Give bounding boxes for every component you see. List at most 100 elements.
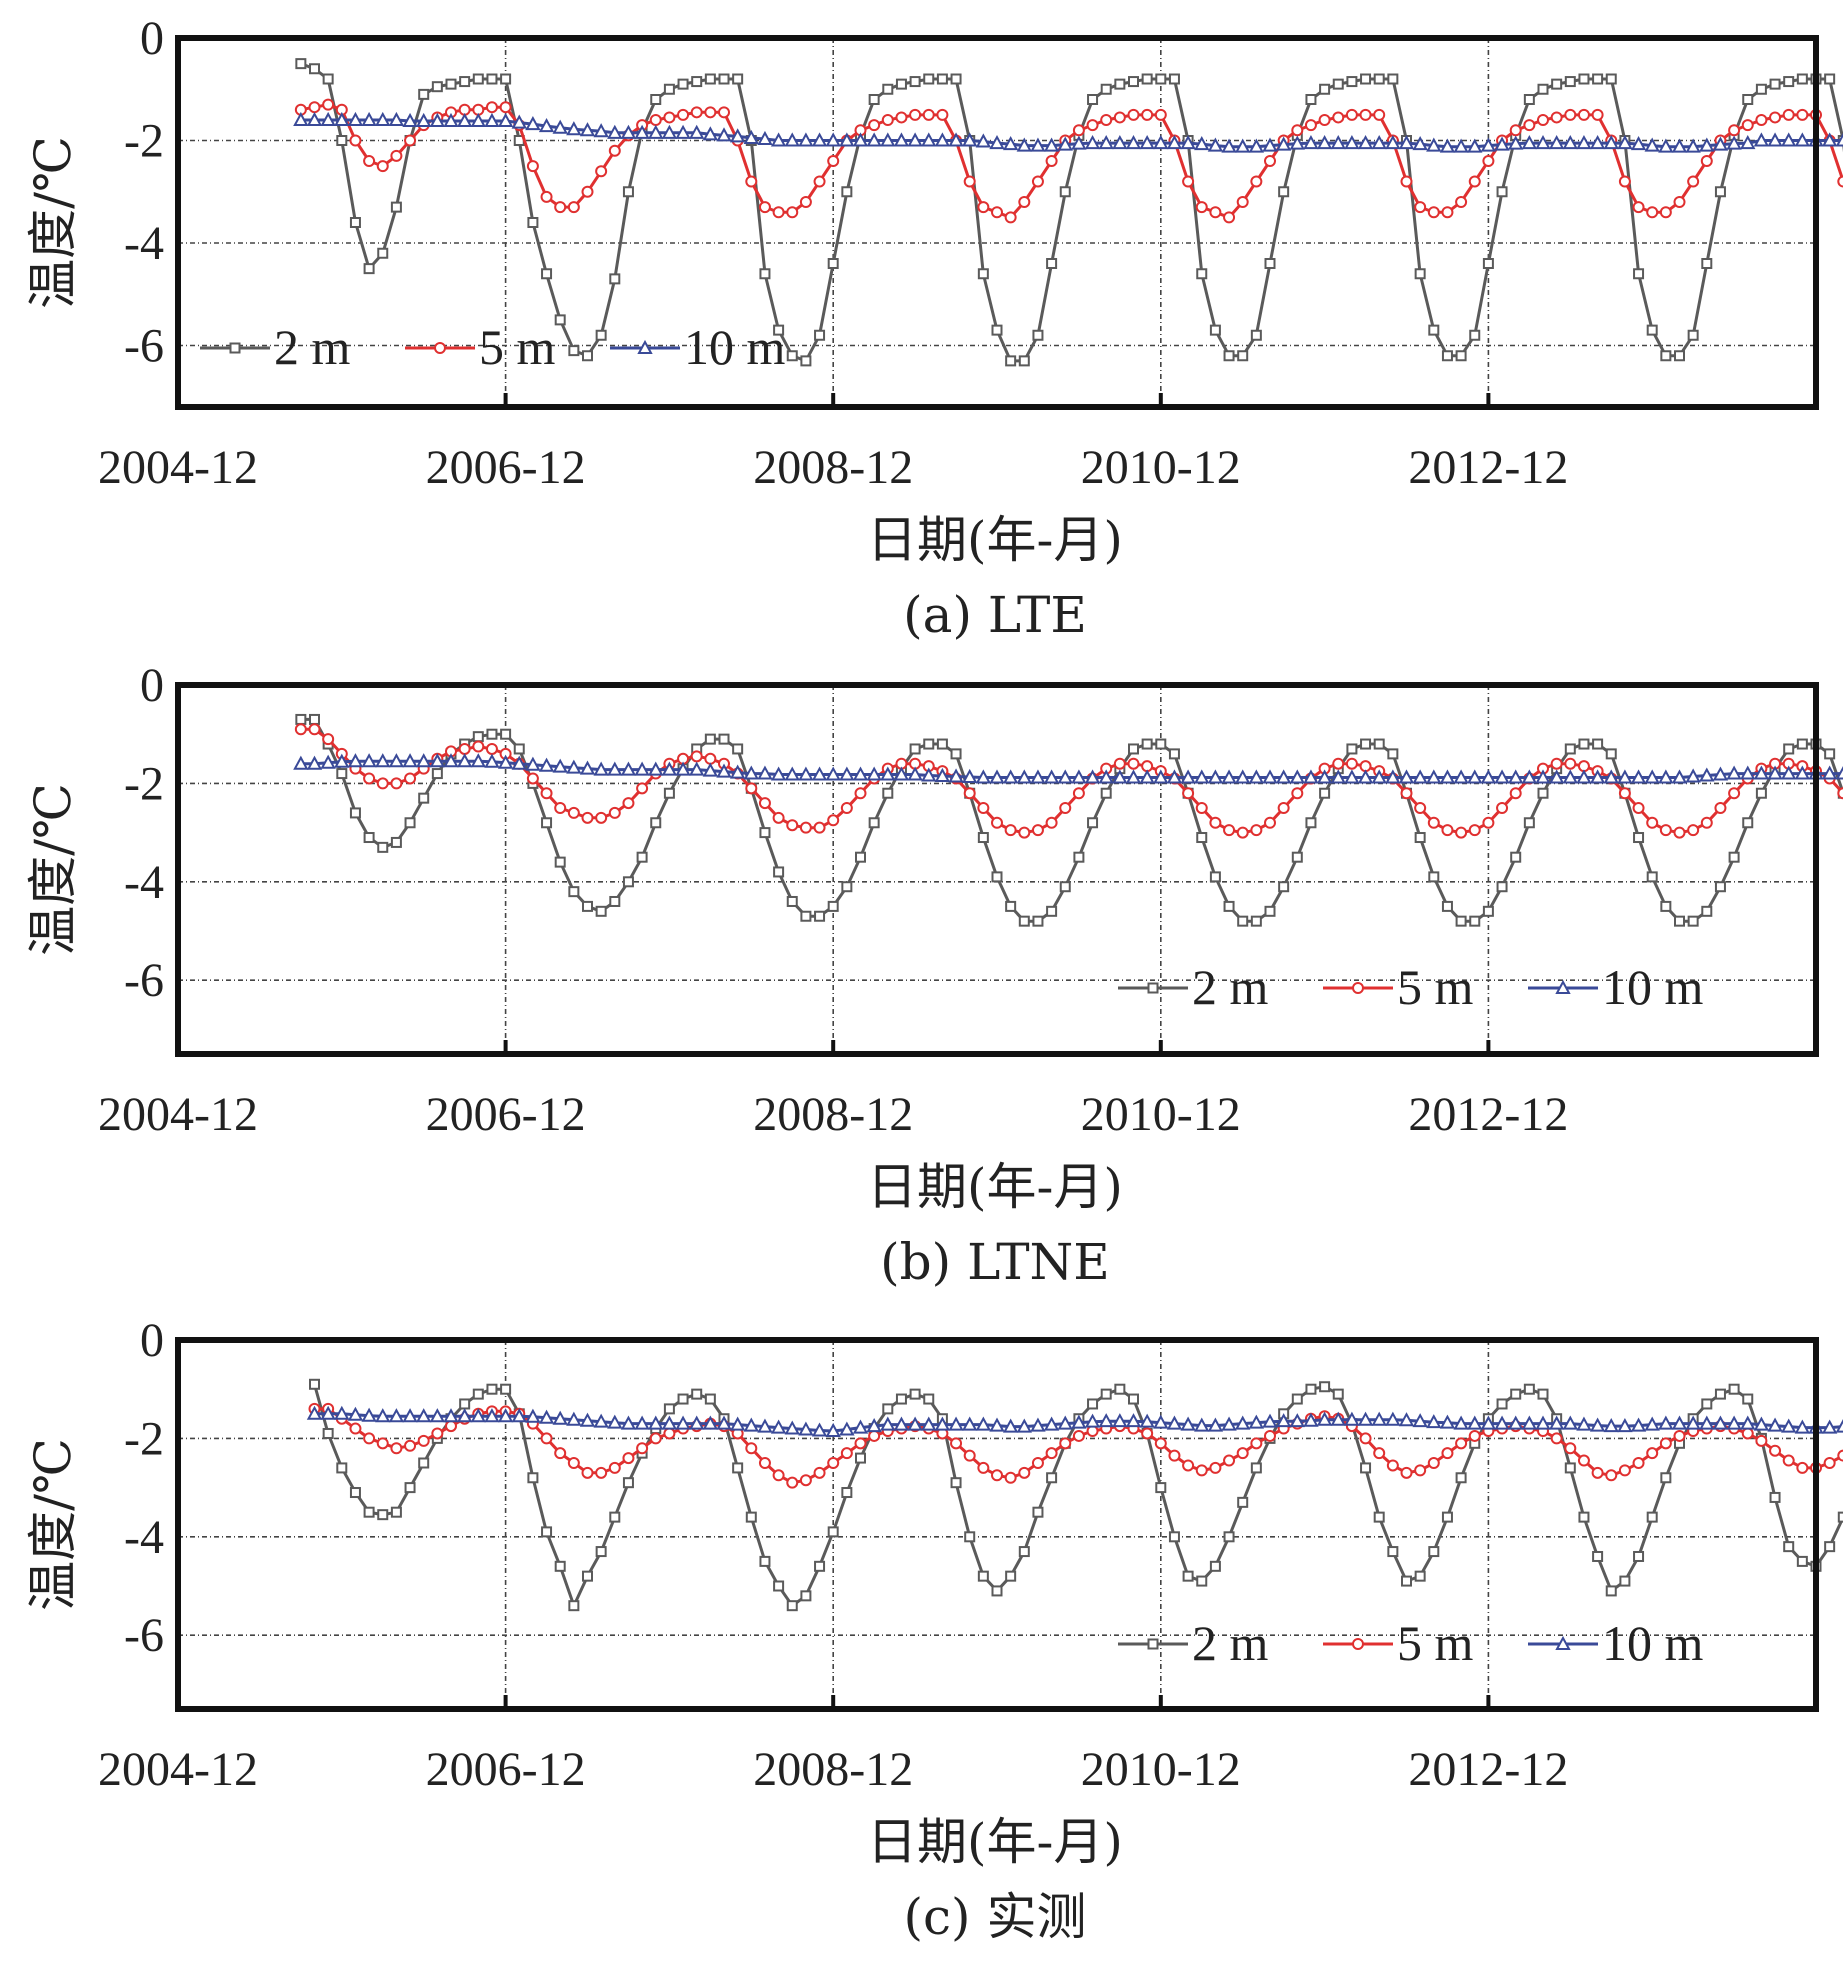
- data-point: [1646, 871, 1658, 883]
- data-point: [745, 175, 758, 188]
- data-point: [375, 1408, 391, 1423]
- data-point: [511, 114, 527, 129]
- data-point: [1305, 817, 1317, 829]
- data-point: [1660, 1472, 1672, 1484]
- data-point: [825, 132, 841, 147]
- data-point: [1235, 1415, 1251, 1430]
- data-point: [909, 743, 921, 755]
- data-point: [1619, 1575, 1631, 1587]
- data-point: [1605, 748, 1617, 760]
- data-point: [895, 111, 908, 124]
- legend-marker: [434, 342, 446, 354]
- data-point: [1633, 1550, 1645, 1562]
- data-point: [361, 111, 377, 126]
- data-point: [1824, 1541, 1836, 1553]
- data-point: [650, 817, 662, 829]
- data-point: [1714, 802, 1727, 814]
- data-point: [1726, 1415, 1742, 1430]
- data-point: [595, 165, 608, 178]
- data-point: [729, 128, 746, 143]
- data-point: [1455, 826, 1468, 839]
- data-point: [1494, 136, 1510, 151]
- data-point: [690, 106, 703, 119]
- data-point: [417, 1434, 430, 1447]
- data-point: [1482, 155, 1495, 167]
- data-point: [1428, 1546, 1440, 1558]
- data-point: [595, 329, 607, 341]
- data-point: [907, 1416, 923, 1431]
- data-point: [347, 753, 364, 768]
- data-point: [525, 116, 541, 131]
- data-point: [361, 1407, 377, 1422]
- data-point: [1427, 206, 1440, 219]
- data-point: [1016, 769, 1032, 784]
- data-point: [566, 1411, 582, 1426]
- data-point: [1441, 1447, 1454, 1460]
- data-point: [1113, 757, 1126, 770]
- data-point: [677, 108, 690, 121]
- data-point: [1646, 324, 1658, 336]
- data-point: [893, 766, 910, 781]
- data-point: [1441, 350, 1453, 362]
- data-point: [1496, 186, 1508, 198]
- data-point: [814, 329, 826, 341]
- data-point: [1344, 769, 1360, 784]
- data-point: [1046, 905, 1058, 917]
- data-point: [1480, 137, 1497, 152]
- data-point: [1264, 258, 1276, 269]
- data-point: [827, 1526, 839, 1538]
- data-point: [814, 910, 826, 922]
- data-point: [1237, 1496, 1249, 1508]
- data-point: [595, 1466, 608, 1479]
- data-point: [1591, 1466, 1604, 1479]
- data-point: [1291, 124, 1304, 137]
- data-point: [1603, 134, 1619, 150]
- data-point: [376, 160, 389, 173]
- data-point: [977, 201, 990, 214]
- y-axis-title: 温度/℃: [24, 1438, 82, 1611]
- data-point: [866, 766, 882, 781]
- data-point: [1223, 211, 1236, 224]
- data-point: [1646, 1447, 1659, 1460]
- data-point: [1221, 769, 1237, 784]
- data-point: [1264, 905, 1276, 917]
- data-point: [798, 132, 814, 147]
- data-point: [349, 217, 361, 228]
- y-tick-label: -2: [124, 115, 164, 168]
- data-point: [975, 769, 992, 784]
- data-point: [1439, 769, 1456, 784]
- data-point: [1250, 329, 1262, 341]
- legend: 2 m 5 m 10 m: [1118, 959, 1704, 1015]
- data-point: [1728, 1383, 1740, 1395]
- data-point: [554, 856, 566, 868]
- data-point: [1455, 1472, 1467, 1484]
- data-point: [1235, 769, 1251, 784]
- data-point: [1360, 73, 1372, 85]
- data-point: [977, 1461, 990, 1474]
- data-point: [1057, 769, 1073, 784]
- data-point: [1278, 881, 1290, 893]
- data-point: [1537, 83, 1549, 95]
- data-point: [1168, 73, 1180, 85]
- legend-marker: [1352, 1638, 1364, 1650]
- data-point: [1262, 137, 1278, 152]
- data-point: [1535, 1415, 1551, 1430]
- data-point: [1207, 769, 1224, 784]
- data-point: [1523, 817, 1535, 829]
- data-point: [1562, 769, 1578, 784]
- data-point: [893, 1416, 910, 1431]
- data-point: [554, 201, 567, 214]
- x-tick-label: 2004-12: [98, 441, 258, 494]
- data-point: [732, 73, 744, 85]
- data-point: [841, 881, 853, 893]
- data-point: [1002, 1418, 1019, 1433]
- data-point: [1086, 119, 1099, 132]
- data-point: [390, 149, 403, 162]
- data-point: [1098, 134, 1114, 150]
- data-point: [1166, 134, 1183, 150]
- data-point: [404, 1439, 417, 1452]
- data-point: [1168, 748, 1180, 760]
- data-point: [306, 755, 323, 770]
- data-point: [663, 111, 676, 124]
- data-point: [1168, 1449, 1181, 1462]
